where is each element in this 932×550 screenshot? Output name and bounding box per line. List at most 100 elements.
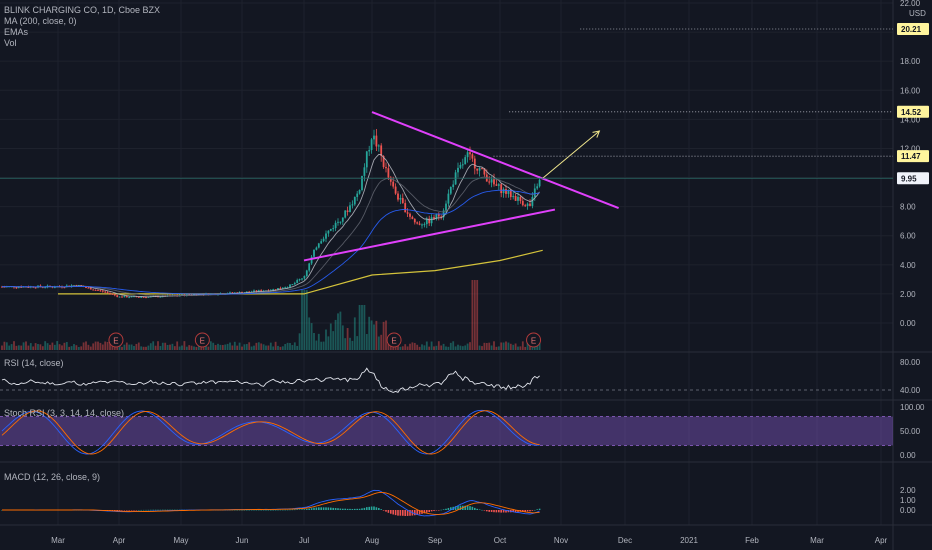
candle-body — [229, 292, 231, 294]
macd-histogram-bar — [147, 509, 150, 511]
currency-label: USD — [909, 9, 926, 18]
candle-body — [483, 168, 486, 175]
candle-body — [452, 184, 455, 188]
macd-histogram-bar — [270, 509, 272, 511]
candle-body — [231, 292, 234, 294]
volume-bar — [219, 344, 222, 350]
volume-bar — [380, 334, 383, 350]
volume-bar — [421, 344, 423, 350]
pane-tick-label: 0.00 — [900, 451, 916, 460]
candle-body — [327, 230, 330, 234]
stoch-legend[interactable]: Stoch RSI (3, 3, 14, 14, close) — [4, 408, 125, 418]
macd-histogram-bar — [330, 507, 332, 510]
volume-bar — [454, 346, 457, 350]
candle-body — [493, 179, 495, 185]
time-tick-label: Dec — [618, 536, 632, 545]
candle-body — [387, 168, 390, 178]
price-axis[interactable]: 22.0020.0018.0016.0014.0012.0010.008.006… — [897, 0, 929, 515]
volume-bar — [425, 341, 428, 350]
macd-histogram-bar — [390, 510, 392, 514]
candle-body — [461, 164, 464, 166]
volume-bar — [370, 320, 373, 350]
vol-legend[interactable]: Vol — [4, 38, 17, 48]
volume-bar — [353, 317, 356, 350]
candle-body — [368, 149, 371, 152]
volume-bar — [195, 346, 198, 350]
volume-bar — [236, 345, 239, 350]
macd-histogram-bar — [457, 505, 459, 510]
volume-bar — [440, 345, 443, 350]
volume-bar — [70, 346, 73, 350]
candle-body — [286, 287, 289, 289]
rsi-legend[interactable]: RSI (14, close) — [4, 358, 64, 368]
volume-bar — [176, 341, 179, 350]
time-tick-label: Mar — [810, 536, 824, 545]
symbol-title[interactable]: BLINK CHARGING CO, 1D, Cboe BZX — [4, 5, 161, 15]
volume-bar — [433, 346, 435, 350]
macd-histogram-bar — [387, 510, 390, 513]
price-tick-label: 0.00 — [900, 319, 916, 328]
volume-bar — [3, 341, 6, 350]
macd-histogram-bar — [474, 507, 476, 510]
volume-bar — [320, 341, 323, 350]
candle-body — [447, 193, 450, 204]
volume-bar — [63, 342, 66, 350]
trendline-drawings[interactable] — [303, 111, 619, 262]
candle-body — [15, 287, 18, 289]
candle-body — [519, 196, 522, 201]
macd-histogram-bar — [495, 510, 498, 513]
candle-body — [274, 289, 277, 291]
time-tick-label: Aug — [365, 536, 379, 545]
time-axis[interactable]: Mar Apr May Jun Jul Aug Sep Oct Nov Dec 2021 Feb Mar… — [51, 536, 887, 545]
macd-histogram-bar — [450, 507, 452, 510]
macd-histogram-bar — [248, 509, 250, 511]
candle-body — [521, 200, 524, 206]
macd-histogram-bar — [428, 510, 430, 513]
volume-bar — [344, 338, 347, 350]
volume-bar — [15, 345, 18, 350]
macd-histogram-bar — [277, 509, 279, 511]
macd-histogram-bar — [320, 507, 322, 510]
volume-bar — [75, 345, 78, 350]
price-tick-label: 8.00 — [900, 203, 916, 212]
macd-histogram-bar — [169, 509, 171, 511]
macd-histogram-bar — [313, 507, 315, 510]
candle-body — [416, 222, 419, 224]
macd-histogram-bar — [152, 509, 154, 511]
macd-histogram-bar — [258, 509, 260, 511]
volume-bar — [44, 341, 47, 350]
candle-body — [253, 290, 255, 292]
candle-body — [382, 156, 385, 168]
emas-legend[interactable]: EMAs — [4, 27, 29, 37]
macd-histogram-bar — [294, 509, 296, 511]
volume-bar — [212, 342, 215, 350]
volume-bar — [526, 342, 529, 350]
volume-bar — [281, 346, 284, 350]
macd-histogram-bar — [130, 510, 133, 511]
candle-body — [118, 296, 121, 298]
macd-histogram-bar — [435, 510, 438, 511]
volume-bar — [298, 333, 301, 350]
volume-bar — [193, 346, 195, 350]
pane-tick-label: 2.00 — [900, 486, 916, 495]
macd-histogram-bar — [118, 510, 121, 511]
macd-histogram-bar — [166, 509, 169, 511]
macd-histogram-bar — [301, 509, 303, 510]
earnings-marker-label: E — [113, 337, 118, 346]
volume-bar — [459, 345, 462, 350]
macd-legend[interactable]: MACD (12, 26, close, 9) — [4, 472, 101, 482]
candle-body — [421, 224, 423, 226]
volume-bar — [430, 341, 433, 350]
volume-bar — [274, 341, 277, 350]
volume-bar — [279, 346, 282, 350]
candle-body — [457, 167, 459, 173]
ma-legend[interactable]: MA (200, close, 0) — [4, 16, 77, 26]
macd-histogram-bar — [250, 509, 253, 511]
volume-bar — [317, 333, 320, 350]
volume-bar — [457, 344, 459, 350]
candle-body — [435, 214, 438, 220]
macd-histogram-bar — [171, 509, 174, 511]
